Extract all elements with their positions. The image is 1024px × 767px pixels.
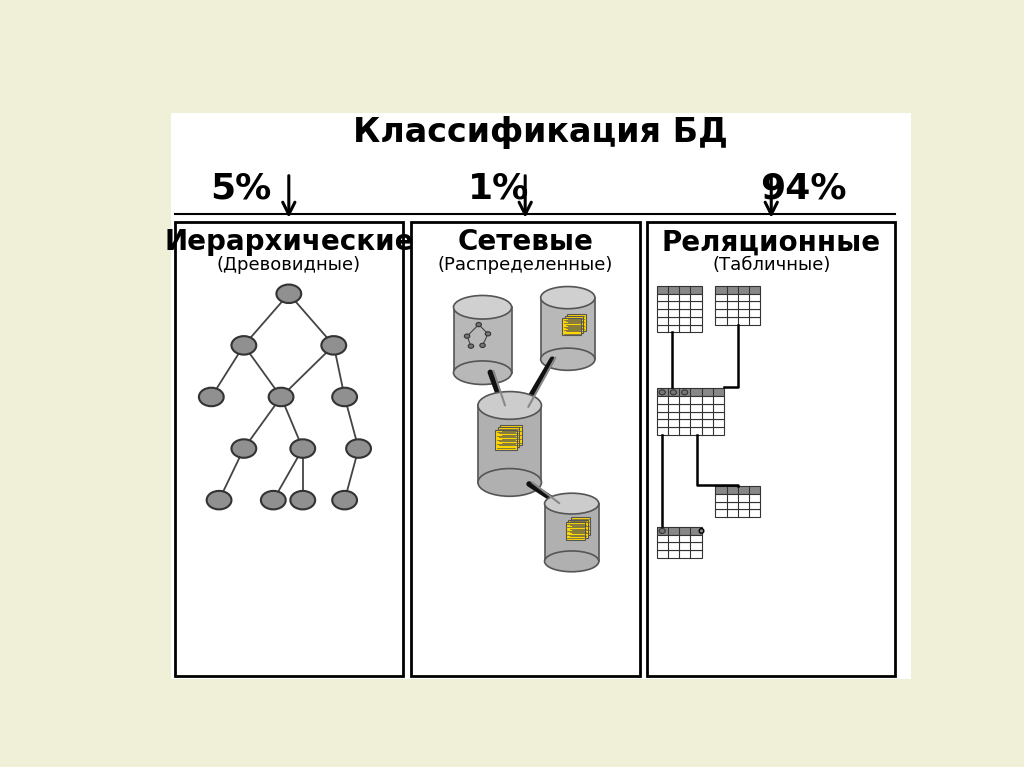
Ellipse shape <box>468 344 474 348</box>
Text: Иерархические: Иерархические <box>164 229 414 256</box>
Text: (Распределенные): (Распределенные) <box>437 256 613 275</box>
Ellipse shape <box>541 348 595 370</box>
Ellipse shape <box>682 390 688 395</box>
Bar <box>478 406 542 482</box>
Ellipse shape <box>478 469 542 496</box>
Ellipse shape <box>659 528 666 533</box>
Ellipse shape <box>291 491 315 509</box>
Text: (Древовидные): (Древовидные) <box>217 256 360 275</box>
Bar <box>716 317 761 324</box>
Ellipse shape <box>464 334 470 338</box>
Bar <box>454 308 512 373</box>
Ellipse shape <box>541 287 595 309</box>
Bar <box>567 314 586 331</box>
Bar <box>656 389 724 397</box>
Bar <box>501 425 522 445</box>
Ellipse shape <box>699 528 703 533</box>
Ellipse shape <box>199 388 223 407</box>
Bar <box>656 420 724 427</box>
Bar <box>498 427 519 447</box>
Ellipse shape <box>291 439 315 458</box>
Ellipse shape <box>207 491 231 509</box>
Bar <box>716 486 761 494</box>
Text: 94%: 94% <box>761 171 847 206</box>
Bar <box>656 427 724 435</box>
Bar <box>656 317 701 324</box>
Bar <box>716 494 761 502</box>
Bar <box>656 542 701 550</box>
Ellipse shape <box>454 361 512 384</box>
Bar <box>495 430 517 450</box>
Bar <box>568 519 588 538</box>
Bar <box>656 535 701 542</box>
Ellipse shape <box>671 390 677 395</box>
Bar <box>716 294 761 301</box>
Text: Сетевые: Сетевые <box>458 229 593 256</box>
Text: Классификация БД: Классификация БД <box>353 116 728 149</box>
Bar <box>656 286 701 294</box>
Bar <box>566 522 586 540</box>
Ellipse shape <box>476 322 481 327</box>
Bar <box>174 222 403 676</box>
Ellipse shape <box>485 331 490 336</box>
Ellipse shape <box>480 344 485 347</box>
Ellipse shape <box>545 493 599 514</box>
Bar <box>716 509 761 517</box>
Bar <box>716 502 761 509</box>
Ellipse shape <box>322 336 346 354</box>
Bar <box>656 527 701 535</box>
Ellipse shape <box>231 439 256 458</box>
Bar <box>656 550 701 558</box>
Ellipse shape <box>332 388 357 407</box>
Bar <box>656 324 701 332</box>
Bar <box>656 404 724 412</box>
Bar <box>716 286 761 294</box>
Ellipse shape <box>231 336 256 354</box>
Ellipse shape <box>261 491 286 509</box>
Bar <box>656 294 701 301</box>
Text: (Табличные): (Табличные) <box>712 256 830 275</box>
Text: 5%: 5% <box>210 171 271 206</box>
Ellipse shape <box>332 491 357 509</box>
Bar <box>656 309 701 317</box>
Bar <box>562 318 581 335</box>
Ellipse shape <box>276 285 301 303</box>
Bar <box>716 301 761 309</box>
Bar <box>647 222 895 676</box>
Bar <box>541 298 595 359</box>
Bar <box>545 504 599 561</box>
Ellipse shape <box>346 439 371 458</box>
Ellipse shape <box>268 388 294 407</box>
Bar <box>656 397 724 404</box>
Ellipse shape <box>478 392 542 420</box>
Bar <box>656 412 724 420</box>
Bar <box>411 222 640 676</box>
Bar <box>716 309 761 317</box>
Ellipse shape <box>659 390 666 395</box>
Ellipse shape <box>545 551 599 571</box>
Bar <box>570 517 590 535</box>
Text: 1%: 1% <box>468 171 529 206</box>
Text: Реляционные: Реляционные <box>662 229 881 256</box>
Bar <box>565 316 584 333</box>
Bar <box>656 301 701 309</box>
Ellipse shape <box>454 295 512 319</box>
